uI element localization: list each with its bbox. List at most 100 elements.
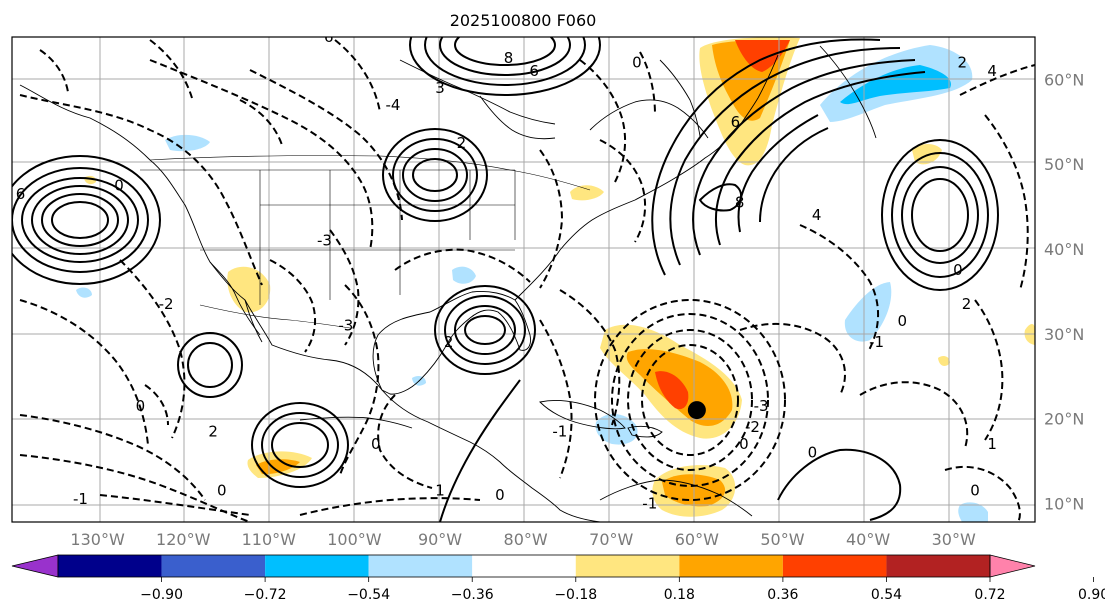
fill-lightblue-small-3: [958, 502, 988, 522]
lon-label: 80°W: [504, 530, 548, 549]
lon-label: 70°W: [589, 530, 633, 549]
contour-label: -2: [745, 418, 760, 436]
fill-red-storm: [655, 371, 689, 410]
contour-label: -1: [642, 494, 657, 512]
fill-yellow-east: [570, 185, 604, 201]
contour-label: -3: [754, 397, 769, 415]
contour-label: 2: [444, 333, 454, 351]
contour-label: 1: [435, 482, 445, 500]
colorbar-labels: −0.90 −0.72 −0.54 −0.36 −0.18 0.18 0.36 0.54 0.7…: [140, 577, 1105, 603]
lat-label: 40°N: [1044, 240, 1084, 259]
colorbar-label: −0.18: [554, 587, 597, 603]
lat-lon-grid: [12, 37, 1035, 522]
colorbar-swatch: [58, 555, 162, 577]
lon-label: 100°W: [327, 530, 382, 549]
lat-label: 10°N: [1044, 494, 1084, 513]
colorbar-label: 0.18: [664, 587, 695, 603]
contour-label: 0: [953, 261, 963, 279]
colorbar: −0.90 −0.72 −0.54 −0.36 −0.18 0.18 0.36 0.54 0.7…: [11, 554, 1105, 603]
contour-label: 2: [457, 134, 467, 152]
storm-center-marker: [687, 401, 706, 420]
colorbar-swatch: [161, 555, 266, 577]
contour-label: -1: [552, 422, 567, 440]
contour-label: 0: [808, 443, 818, 461]
contour-label: 0: [371, 435, 381, 453]
contour-label: 0: [217, 482, 227, 500]
contour-label: 1: [987, 435, 997, 453]
coastlines: [19, 45, 877, 522]
colorbar-swatch: [679, 555, 783, 577]
contour-label: -3: [317, 231, 332, 249]
contour-label: 0: [898, 312, 908, 330]
colorbar-extend-high: [989, 554, 1036, 578]
fill-yellow-small-1: [938, 355, 950, 366]
contour-label: 6: [731, 113, 741, 131]
lon-label: 130°W: [70, 530, 125, 549]
contour-label-bg: [0, 215, 9, 231]
contour-label: 2: [962, 295, 972, 313]
contour-label: 3: [435, 79, 445, 97]
colorbar-label: −0.36: [451, 587, 494, 603]
map-frame: [11, 36, 1036, 523]
lon-label: 90°W: [418, 530, 462, 549]
contour-labels: 6-432866842400-12860-1-10-10-1-220-3-320…: [0, 28, 997, 512]
contour-label: -3: [338, 316, 353, 334]
colorbar-swatch: [886, 555, 990, 577]
colorbar-label: 0.90: [1078, 587, 1105, 603]
colorbar-swatch: [265, 555, 369, 577]
colorbar-label: 0.72: [974, 587, 1005, 603]
colorbar-label: 0.36: [767, 587, 798, 603]
fill-lightblue-gulf: [452, 266, 476, 284]
lon-label: 120°W: [156, 530, 211, 549]
colorbar-label: −0.72: [244, 587, 287, 603]
lon-label: 110°W: [242, 530, 297, 549]
contour-label: 6: [324, 28, 334, 46]
lon-label: 50°W: [760, 530, 804, 549]
lat-label: 50°N: [1044, 155, 1084, 174]
colorbar-label: −0.54: [347, 587, 390, 603]
fill-red-labrador: [735, 40, 790, 72]
fill-blue-greenland: [840, 65, 951, 105]
contour-label: 2: [208, 422, 218, 440]
contour-label: -1: [869, 333, 884, 351]
contour-label: 0: [632, 53, 642, 71]
contour-lines: [12, 37, 1035, 522]
colorbar-swatch: [472, 555, 576, 577]
fill-lightblue-small-2: [76, 287, 92, 298]
fill-lightblue-hudson: [165, 134, 210, 152]
lat-label: 20°N: [1044, 410, 1084, 429]
fill-lightblue-atlantic: [844, 282, 892, 342]
longitude-labels: 130°W 120°W 110°W 100°W 90°W 80°W 70°W 60°W 50°W…: [70, 530, 976, 549]
lon-label: 30°W: [932, 530, 976, 549]
contour-label: 0: [970, 482, 980, 500]
contour-label: 0: [114, 176, 124, 194]
contour-label: 0: [495, 486, 505, 504]
lon-label: 60°W: [675, 530, 719, 549]
colorbar-label: −0.90: [140, 587, 183, 603]
contour-label: -4: [385, 96, 400, 114]
contour-label: 0: [739, 435, 749, 453]
colorbar-swatch: [368, 555, 473, 577]
colorbar-swatches: [11, 554, 1036, 578]
contour-label: 6: [16, 185, 26, 203]
lat-label: 60°N: [1044, 70, 1084, 89]
colorbar-swatch: [782, 555, 887, 577]
map-title: 2025100800 F060: [450, 11, 597, 30]
map-panel: 6-432866842400-12860-1-10-10-1-220-3-320…: [0, 28, 1036, 523]
contour-label: -2: [159, 295, 174, 313]
contour-label: 4: [987, 62, 997, 80]
contour-label: 8: [0, 215, 8, 233]
colorbar-swatch: [575, 555, 680, 577]
colorbar-outline: [57, 554, 991, 578]
contour-label: -1: [73, 490, 88, 508]
political-borders: [140, 155, 591, 329]
contour-label: 8: [735, 193, 745, 211]
contour-label: 6: [529, 62, 539, 80]
contour-label: 0: [136, 397, 146, 415]
fill-orange-pacific: [256, 459, 300, 475]
contour-label: 4: [812, 206, 822, 224]
contour-label: 8: [504, 49, 514, 67]
colorbar-extend-low: [11, 554, 59, 578]
lon-label: 40°W: [846, 530, 890, 549]
